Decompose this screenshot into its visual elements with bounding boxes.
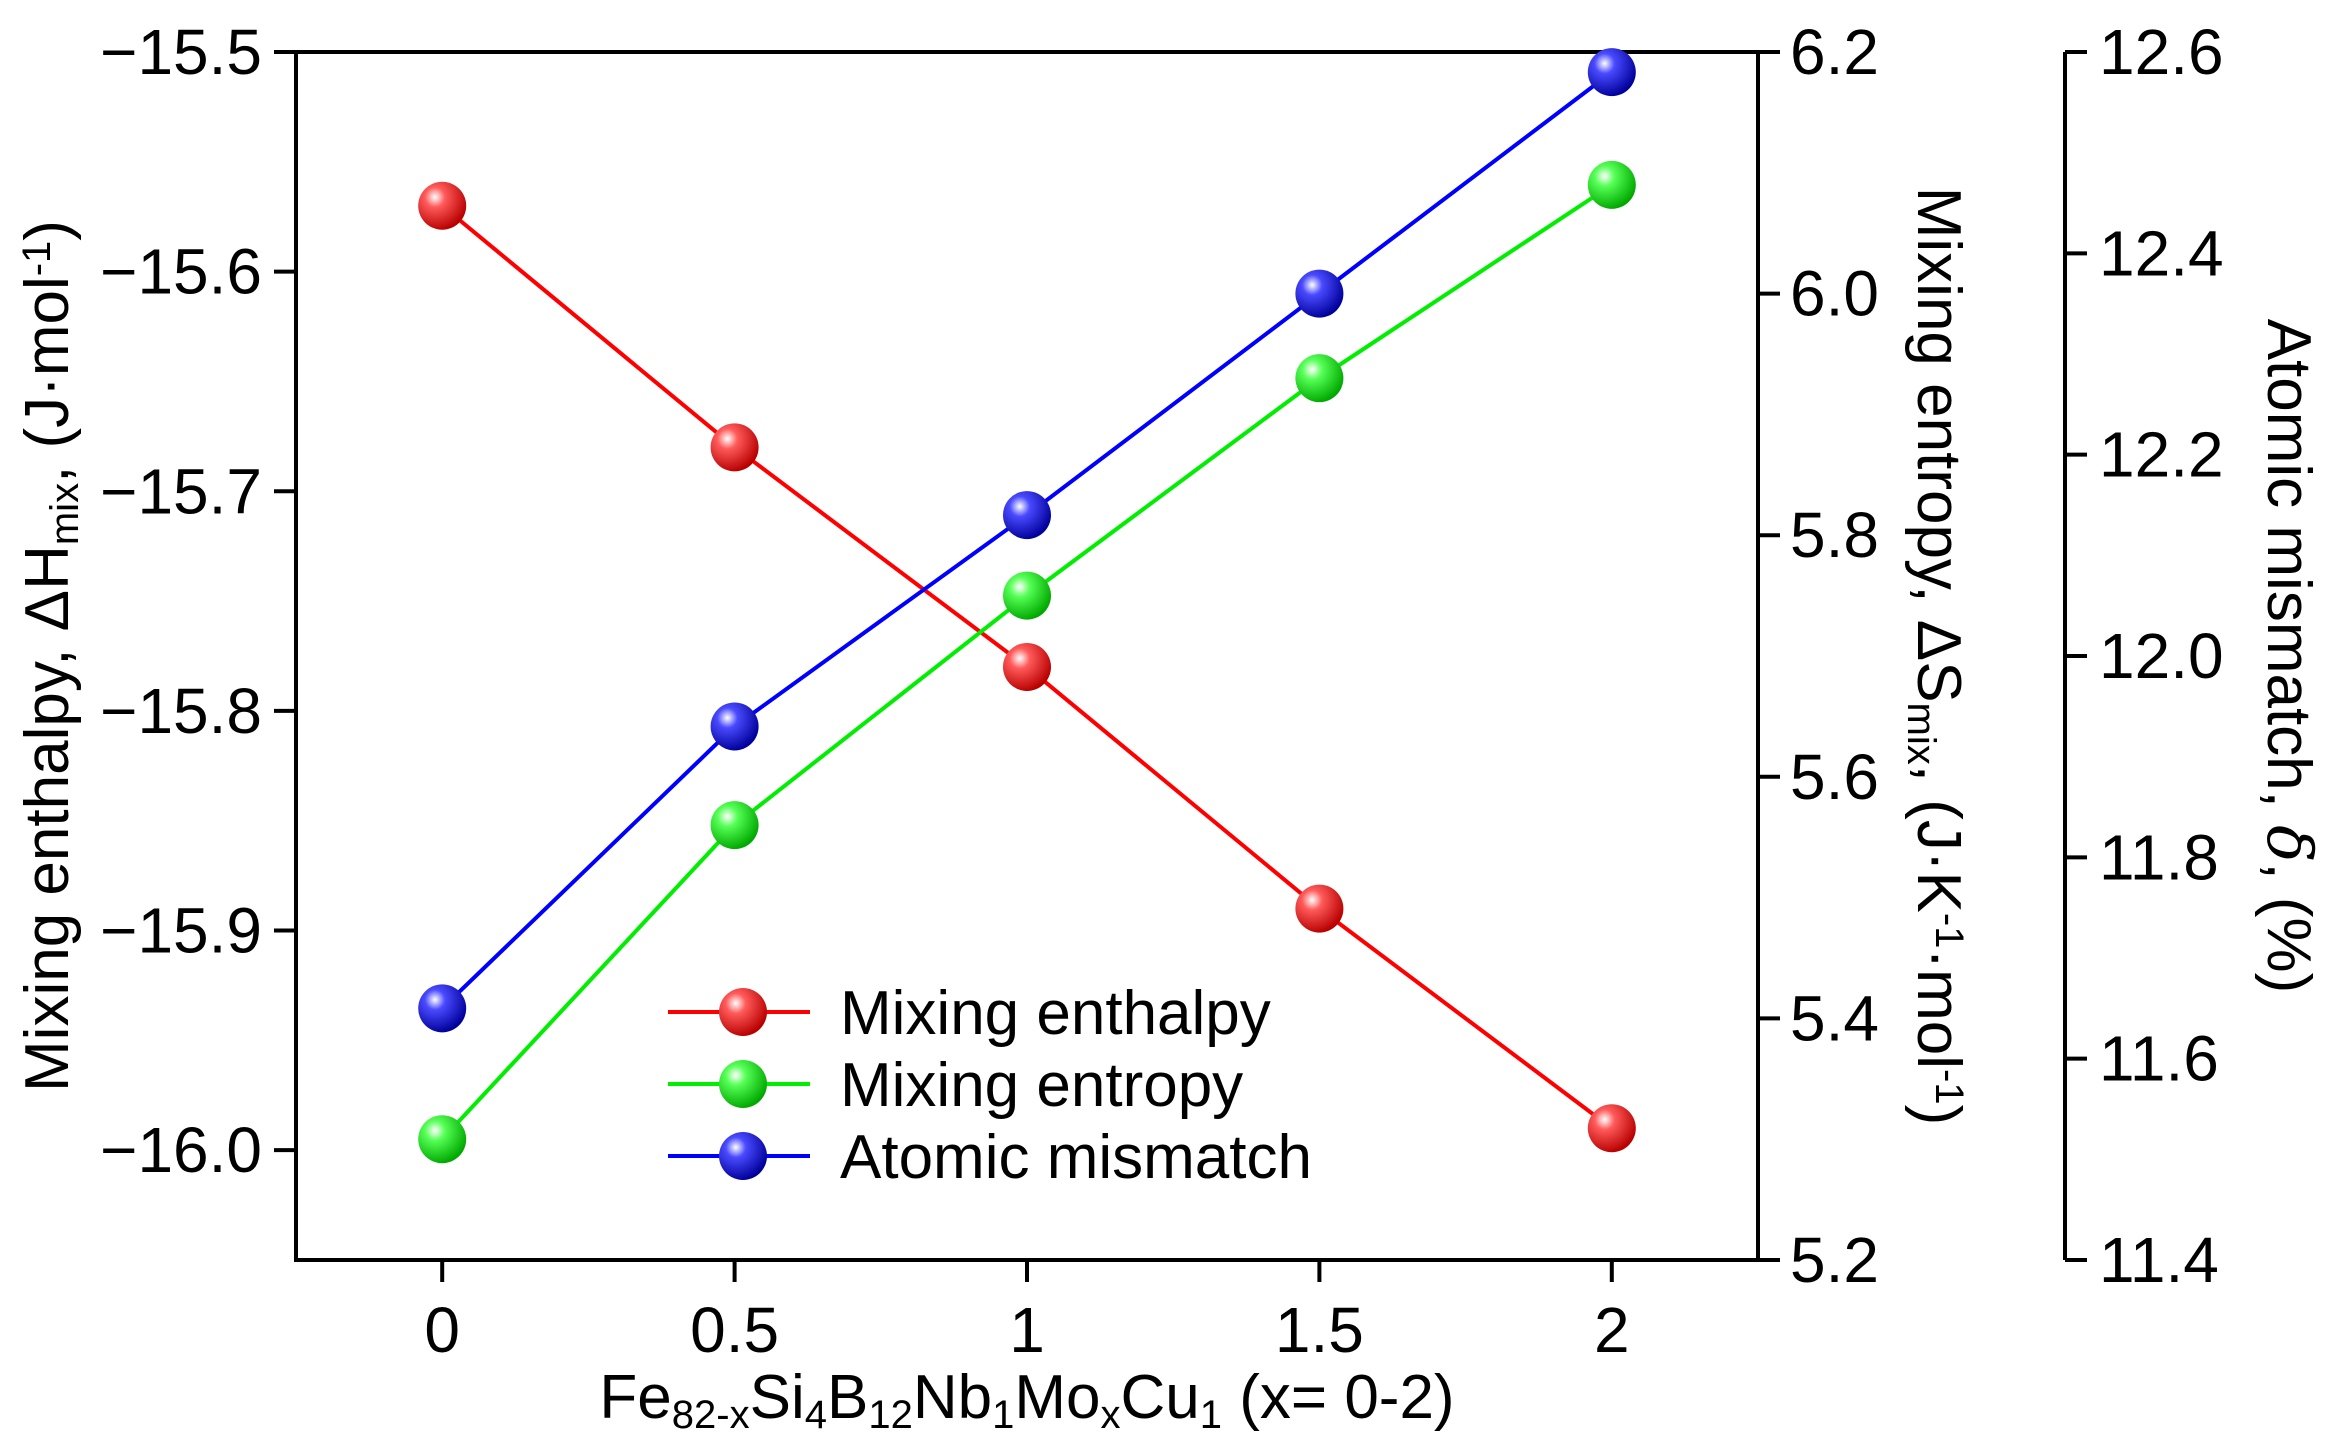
right-2-axis-label: Atomic mismatch, δ, (%): [2253, 319, 2326, 994]
left-tick-label: −15.8: [100, 675, 262, 747]
legend-label: Mixing entropy: [840, 1051, 1243, 1120]
x-tick-label: 2: [1594, 1294, 1630, 1366]
right-1-tick-label: 5.4: [1790, 982, 1879, 1054]
right-2-tick-label: 11.6: [2099, 1023, 2219, 1095]
mixing-entropy-point: [418, 1115, 467, 1164]
legend-marker-mixing-enthalpy: [719, 988, 767, 1036]
right-1-tick-label: 5.8: [1790, 499, 1879, 571]
mixing-entropy-point: [1295, 354, 1344, 403]
mixing-enthalpy-point: [1295, 884, 1344, 933]
right-2-tick-label: 11.8: [2099, 821, 2219, 893]
x-tick-label: 0.5: [690, 1294, 779, 1366]
mixing-enthalpy-point: [710, 423, 759, 472]
left-tick-label: −15.9: [100, 895, 262, 967]
right-2-tick-label: 12.6: [2099, 16, 2224, 88]
left-tick-label: −16.0: [100, 1114, 262, 1186]
right-1-axis-label: Mixing entropy, ΔSmix, (J·K-1·mol-1): [1899, 187, 1973, 1126]
atomic-mismatch-point: [710, 702, 759, 751]
left-tick-label: −15.7: [100, 455, 262, 527]
mixing-entropy-point: [1003, 571, 1051, 620]
legend-label: Atomic mismatch: [840, 1123, 1312, 1192]
right-2-tick-label: 12.4: [2099, 217, 2224, 289]
x-axis-label: Fe82-xSi4B12Nb1MoxCu1 (x= 0-2): [599, 1363, 1454, 1437]
atomic-mismatch-point: [418, 984, 467, 1033]
right-1-tick-label: 5.6: [1790, 741, 1879, 813]
atomic-mismatch-line: [440, 70, 1614, 1010]
right-2-tick-label: 12.0: [2099, 620, 2224, 692]
right-2-tick-label: 11.4: [2099, 1224, 2219, 1296]
legend-label: Mixing enthalpy: [840, 979, 1271, 1048]
x-tick-label: 0: [424, 1294, 460, 1366]
legend-marker-mixing-entropy: [719, 1060, 767, 1108]
right-1-tick-label: 6.2: [1790, 16, 1879, 88]
mixing-entropy-point: [710, 801, 759, 850]
atomic-mismatch-point: [1587, 48, 1636, 97]
right-1-tick-label: 6.0: [1790, 258, 1879, 330]
mixing-enthalpy-point: [418, 181, 467, 230]
right-2-tick-label: 12.2: [2099, 419, 2224, 491]
mixing-enthalpy-point: [1003, 642, 1051, 691]
mixing-enthalpy-point: [1587, 1104, 1636, 1153]
x-tick-label: 1: [1009, 1294, 1045, 1366]
left-tick-label: −15.6: [100, 236, 262, 308]
left-tick-label: −15.5: [100, 16, 262, 88]
x-tick-label: 1.5: [1275, 1294, 1364, 1366]
mixing-entropy-point: [1587, 160, 1636, 209]
right-1-tick-label: 5.2: [1790, 1224, 1879, 1296]
atomic-mismatch-point: [1295, 269, 1344, 318]
legend-marker-atomic-mismatch: [719, 1132, 767, 1180]
atomic-mismatch-point: [1003, 491, 1051, 540]
left-axis-label: Mixing enthalpy, ΔHmix, (J·mol-1): [13, 220, 87, 1092]
